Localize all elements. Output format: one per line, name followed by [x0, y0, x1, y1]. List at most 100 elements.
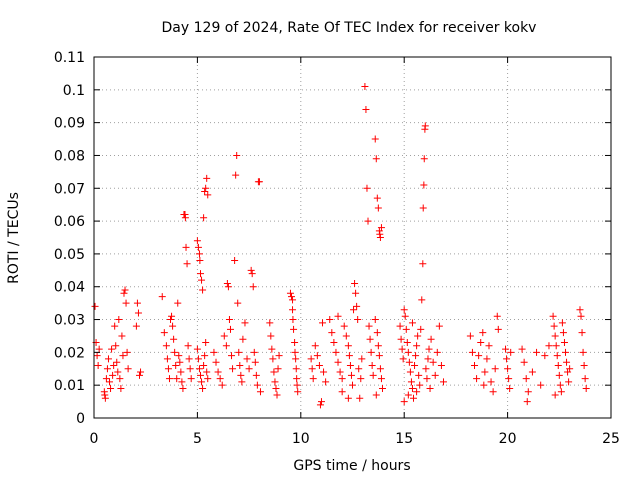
x-tick-labels: 0 5 10 15 20 25 — [90, 431, 620, 447]
data-point — [256, 388, 264, 396]
data-point — [550, 322, 558, 330]
data-point — [232, 171, 240, 179]
data-point — [420, 181, 428, 189]
data-point — [239, 335, 247, 343]
data-point — [404, 348, 412, 356]
data-point — [253, 381, 261, 389]
data-point — [220, 332, 228, 340]
data-point — [365, 322, 373, 330]
data-point — [322, 378, 330, 386]
data-point — [483, 355, 491, 363]
data-point — [414, 332, 422, 340]
data-point — [485, 342, 493, 350]
data-point — [228, 352, 236, 360]
data-point — [328, 329, 336, 337]
data-point — [202, 339, 210, 347]
data-point — [421, 122, 429, 130]
data-point — [226, 325, 234, 333]
data-point — [198, 378, 206, 386]
data-point — [120, 289, 128, 297]
data-point — [468, 348, 476, 356]
data-point — [376, 230, 384, 238]
data-point — [477, 339, 485, 347]
data-point — [273, 391, 281, 399]
data-point — [293, 375, 301, 383]
data-point — [173, 375, 181, 383]
data-point — [204, 191, 212, 199]
data-point — [196, 256, 204, 264]
data-point — [581, 375, 589, 383]
data-point — [289, 316, 297, 324]
data-point — [134, 309, 142, 317]
data-point — [347, 371, 355, 379]
data-point — [158, 293, 166, 301]
data-point — [357, 375, 365, 383]
data-point — [426, 384, 434, 392]
data-point — [377, 375, 385, 383]
data-point — [252, 371, 260, 379]
data-point — [199, 384, 207, 392]
y-tick-label: 0.1 — [63, 83, 85, 99]
data-point — [268, 345, 276, 353]
data-point — [170, 335, 178, 343]
data-point — [248, 270, 256, 278]
data-point — [292, 355, 300, 363]
data-point — [216, 375, 224, 383]
data-point — [290, 325, 298, 333]
data-point — [372, 391, 380, 399]
chart-title: Day 129 of 2024, Rate Of TEC Index for r… — [162, 20, 537, 36]
data-point — [124, 365, 132, 373]
data-point — [185, 355, 193, 363]
data-point — [363, 184, 371, 192]
data-point — [200, 361, 208, 369]
data-point — [222, 342, 230, 350]
data-point — [289, 306, 297, 314]
data-point — [338, 375, 346, 383]
data-point — [406, 368, 414, 376]
data-point — [115, 316, 123, 324]
data-point — [549, 312, 557, 320]
data-point — [487, 378, 495, 386]
data-point — [336, 368, 344, 376]
data-point — [493, 312, 501, 320]
data-point — [423, 375, 431, 383]
data-point — [168, 312, 176, 320]
data-point — [473, 375, 481, 383]
data-point — [238, 378, 246, 386]
x-tick-label: 15 — [395, 431, 413, 447]
data-point — [524, 388, 532, 396]
x-axis-label: GPS time / hours — [293, 458, 410, 474]
data-point — [340, 322, 348, 330]
data-point — [110, 361, 118, 369]
data-point — [179, 384, 187, 392]
data-point — [366, 335, 374, 343]
y-tick-label: 0.04 — [54, 280, 85, 296]
data-point — [563, 358, 571, 366]
data-point — [411, 361, 419, 369]
data-point — [338, 388, 346, 396]
data-point — [187, 375, 195, 383]
y-tick-label: 0.02 — [54, 345, 85, 361]
data-point — [372, 155, 380, 163]
data-point — [351, 279, 359, 287]
data-point — [332, 348, 340, 356]
data-point — [275, 352, 283, 360]
data-point — [577, 312, 585, 320]
data-point — [178, 378, 186, 386]
data-point — [537, 381, 545, 389]
data-point — [377, 224, 385, 232]
data-point — [413, 388, 421, 396]
data-point — [174, 299, 182, 307]
data-point — [104, 355, 112, 363]
data-point — [373, 329, 381, 337]
data-point — [160, 329, 168, 337]
data-point — [165, 375, 173, 383]
data-point — [193, 345, 201, 353]
y-tick-label: 0.05 — [54, 247, 85, 263]
data-point — [108, 345, 116, 353]
data-point — [308, 365, 316, 373]
plot-frame — [93, 56, 612, 419]
data-point — [113, 358, 121, 366]
data-point — [378, 384, 386, 392]
